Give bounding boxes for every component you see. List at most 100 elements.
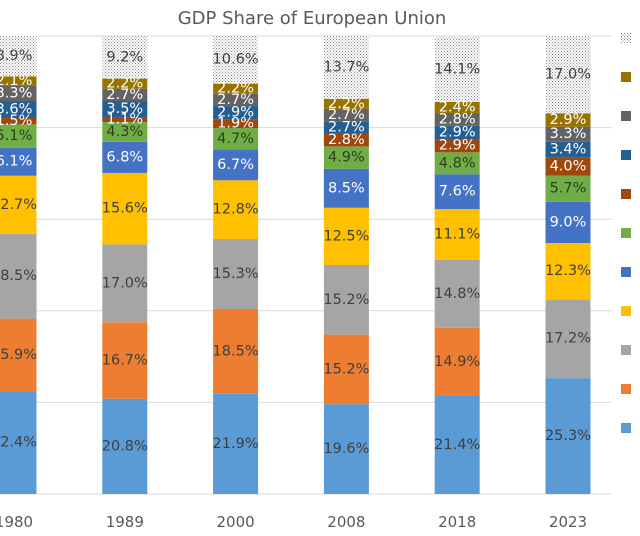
bar-segment: [545, 35, 591, 114]
bar-segment: [0, 35, 37, 77]
bar-segment: [213, 238, 259, 309]
data-label: 3.6%: [0, 101, 32, 117]
legend-marker: [621, 384, 631, 394]
data-label: 3.3%: [550, 126, 587, 142]
data-label: 2.8%: [439, 111, 476, 127]
x-tick-label: 1989: [106, 513, 144, 531]
legend-marker: [621, 306, 631, 316]
legend-marker: [621, 345, 631, 355]
legend-marker: [621, 33, 631, 43]
bar-segment: [213, 180, 259, 239]
legend-marker: [621, 228, 631, 238]
data-label: 14.8%: [434, 286, 480, 302]
data-label: 21.9%: [213, 436, 259, 452]
data-label: 14.1%: [434, 62, 480, 78]
data-label: 3.4%: [550, 142, 587, 158]
data-label: 2.4%: [439, 99, 476, 115]
bar-segment: [545, 243, 591, 300]
bar-segment: [434, 395, 480, 494]
data-label: 3.5%: [106, 101, 143, 117]
x-tick-label: 2008: [327, 513, 365, 531]
bar-segment: [0, 233, 37, 319]
bar-segment: [434, 259, 480, 328]
legend: [621, 33, 631, 433]
data-label: 4.7%: [217, 131, 254, 147]
data-label: 19.6%: [323, 441, 369, 457]
data-label: 6.7%: [217, 157, 254, 173]
data-label: 15.2%: [323, 292, 369, 308]
bar-segment: [102, 36, 148, 79]
bar-segment: [545, 113, 591, 127]
data-label: 18.5%: [213, 343, 259, 359]
bar-segment: [323, 207, 369, 265]
x-tick-label: 2000: [217, 513, 255, 531]
bar-segment: [102, 141, 148, 173]
bar-segment: [434, 112, 480, 126]
data-label: 15.6%: [102, 201, 148, 217]
legend-marker: [621, 150, 631, 160]
bar-segment: [102, 78, 148, 89]
data-label: 2.9%: [439, 138, 476, 154]
bar-segment: [102, 117, 148, 123]
bar-segment: [323, 36, 369, 99]
bar-segment: [434, 101, 480, 113]
bar-segment: [434, 139, 480, 153]
data-label: 6.8%: [106, 149, 143, 165]
bars: [0, 35, 591, 494]
bar-segment: [545, 126, 591, 142]
bar-segment: [102, 322, 148, 399]
data-label: 1.5%: [0, 113, 32, 129]
data-label: 2.1%: [0, 73, 32, 89]
data-label: 15.2%: [323, 361, 369, 377]
bar-segment: [213, 119, 259, 129]
data-label: 17.0%: [102, 275, 148, 291]
x-tick-label: 2023: [549, 513, 587, 531]
bar-segment: [102, 101, 148, 118]
legend-marker: [621, 189, 631, 199]
bar-segment: [213, 93, 259, 107]
bar-segment: [213, 308, 259, 394]
bar-segment: [102, 122, 148, 142]
data-label: 4.3%: [106, 124, 143, 140]
data-label: 17.2%: [545, 331, 591, 347]
data-label: 21.4%: [434, 437, 480, 453]
data-label: 2.8%: [328, 132, 365, 148]
data-labels: 22.4%15.9%18.5%12.7%6.1%5.1%1.5%3.6%3.3%…: [0, 48, 591, 457]
bar-segment: [0, 117, 37, 125]
bar-segment: [0, 175, 37, 234]
data-label: 7.6%: [439, 184, 476, 200]
data-label: 4.0%: [550, 159, 587, 175]
data-label: 6.1%: [0, 154, 32, 170]
data-label: 8.9%: [0, 48, 32, 64]
data-label: 5.1%: [0, 128, 32, 144]
gridlines: [0, 35, 612, 495]
bar-segment: [0, 101, 37, 118]
data-label: 4.9%: [328, 150, 365, 166]
x-axis-ticks: 1980 1989 2000 2008 2018 2023: [0, 513, 587, 531]
legend-marker: [621, 72, 631, 82]
data-label: 16.7%: [102, 352, 148, 368]
bar-segment: [434, 174, 480, 210]
bar-segment: [434, 37, 480, 102]
data-label: 2.9%: [550, 112, 587, 128]
bar-segment: [545, 175, 591, 202]
bar-segment: [323, 108, 369, 122]
data-label: 2.2%: [217, 81, 254, 97]
bar-segment: [213, 128, 259, 150]
x-tick-label: 1980: [0, 513, 33, 531]
bar-segment: [213, 106, 259, 120]
data-label: 9.2%: [106, 50, 143, 66]
bar-segment: [545, 201, 591, 244]
bar-segment: [545, 378, 591, 494]
legend-marker: [621, 423, 631, 433]
bar-segment: [102, 172, 148, 245]
bar-segment: [545, 157, 591, 176]
data-label: 22.4%: [0, 435, 37, 451]
bar-segment: [213, 149, 259, 181]
bar-segment: [0, 391, 37, 494]
bar-segment: [102, 398, 148, 494]
data-label: 9.0%: [550, 214, 587, 230]
bar-segment: [0, 85, 37, 102]
data-label: 1.9%: [217, 116, 254, 132]
bar-segment: [323, 146, 369, 169]
